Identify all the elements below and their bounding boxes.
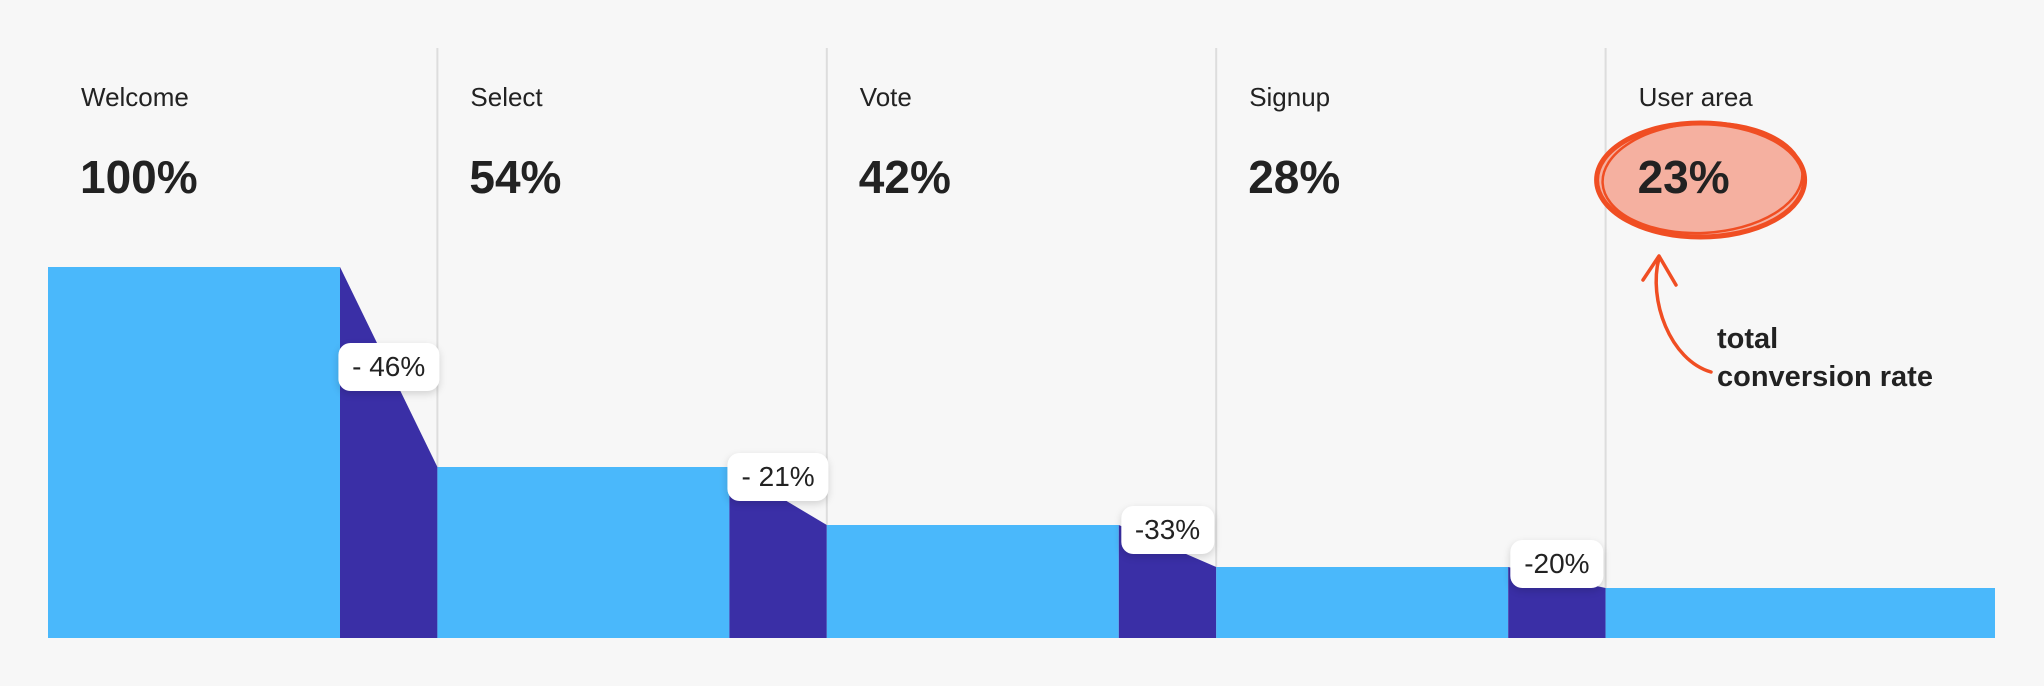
funnel-bar bbox=[1605, 588, 1995, 638]
stage-value: 54% bbox=[469, 151, 562, 203]
dropoff-label: - 21% bbox=[727, 453, 829, 502]
stage-label: User area bbox=[1638, 82, 1753, 112]
stage-label: Vote bbox=[859, 82, 912, 112]
stage-value: 42% bbox=[858, 151, 951, 203]
funnel-bar bbox=[1216, 567, 1509, 638]
highlight-circle-stroke bbox=[1601, 121, 1804, 235]
funnel-bar bbox=[437, 467, 730, 638]
funnel-bar bbox=[48, 267, 340, 638]
dropoff-label: - 46% bbox=[338, 343, 440, 391]
stage-value: 23% bbox=[1637, 151, 1730, 203]
arrow-head-icon bbox=[1641, 254, 1678, 287]
dropoff-label: -20% bbox=[1510, 540, 1604, 589]
dropoff-label: -33% bbox=[1120, 505, 1215, 554]
stage-label: Welcome bbox=[81, 82, 189, 112]
stage-label: Select bbox=[470, 82, 543, 112]
dropoff-segment bbox=[729, 467, 827, 638]
arrow-icon bbox=[1654, 256, 1713, 374]
funnel-bar bbox=[826, 525, 1119, 638]
annotation-text: total conversion rate bbox=[1717, 323, 1933, 393]
stage-value: 28% bbox=[1248, 151, 1341, 203]
stage-label: Signup bbox=[1249, 82, 1331, 112]
dropoff-segment bbox=[340, 267, 438, 638]
stage-value: 100% bbox=[80, 151, 198, 203]
